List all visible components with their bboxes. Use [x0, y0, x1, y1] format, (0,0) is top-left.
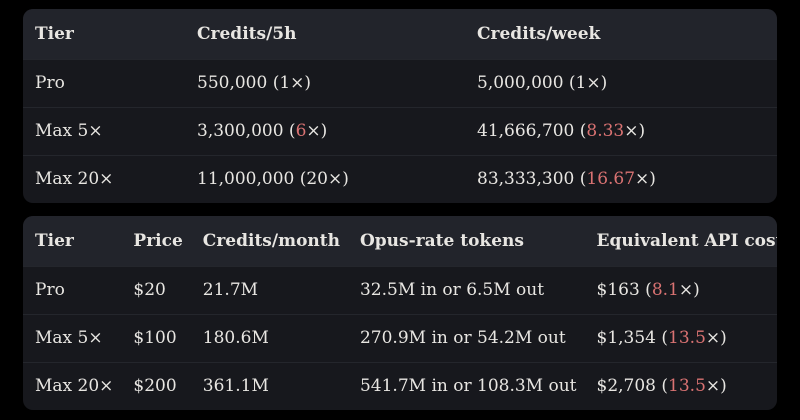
opus-tokens-cell: 541.7M in or 108.3M out	[347, 361, 585, 410]
multiplier-accent: 13.5	[668, 328, 706, 348]
credits-week-cell: 41,666,700 (8.33×)	[465, 106, 777, 155]
value-text: 550,000 (1×)	[197, 73, 312, 93]
tier-cell: Max 20×	[23, 361, 122, 410]
column-header-price: Price	[121, 216, 191, 266]
multiplier-accent: 8.33	[586, 121, 625, 141]
value-text: ×)	[624, 121, 646, 141]
value-text: ×)	[306, 121, 328, 141]
table-header-row: Tier Price Credits/month Opus-rate token…	[23, 216, 777, 266]
value-comparison-card: Tier Price Credits/month Opus-rate token…	[23, 216, 777, 410]
value-text: ×)	[705, 328, 727, 348]
table-row: Max 5× $100 180.6M 270.9M in or 54.2M ou…	[23, 313, 777, 362]
credits-5h-cell: 550,000 (1×)	[185, 58, 465, 107]
credits-month-cell: 180.6M	[190, 313, 348, 362]
credits-week-cell: 83,333,300 (16.67×)	[465, 154, 777, 203]
tier-cell: Max 5×	[23, 106, 185, 155]
credits-limits-table: Tier Credits/5h Credits/week Pro 550,000…	[23, 9, 777, 203]
api-cost-cell: $163 (8.1×)	[584, 265, 777, 314]
table-row: Max 20× $200 361.1M 541.7M in or 108.3M …	[23, 361, 777, 410]
column-header-tier: Tier	[23, 9, 185, 59]
multiplier-accent: 8.1	[651, 280, 679, 300]
credits-limits-card: Tier Credits/5h Credits/week Pro 550,000…	[23, 9, 777, 203]
price-cell: $100	[121, 313, 191, 362]
tier-cell: Pro	[23, 58, 185, 107]
column-header-credits-5h: Credits/5h	[185, 9, 465, 59]
credits-5h-cell: 11,000,000 (20×)	[185, 154, 465, 203]
tier-cell: Max 5×	[23, 313, 122, 362]
column-header-credits-month: Credits/month	[190, 216, 348, 266]
api-cost-cell: $2,708 (13.5×)	[584, 361, 777, 410]
tier-cell: Pro	[23, 265, 122, 314]
table-row: Max 5× 3,300,000 (6×) 41,666,700 (8.33×)	[23, 106, 777, 155]
multiplier-accent: 16.67	[586, 169, 636, 190]
credits-5h-cell: 3,300,000 (6×)	[185, 106, 465, 155]
column-header-credits-week: Credits/week	[465, 9, 777, 59]
value-text: 11,000,000 (20×)	[197, 169, 349, 190]
value-text: ×)	[705, 376, 727, 397]
credits-week-cell: 5,000,000 (1×)	[465, 58, 777, 107]
value-text: 83,333,300 (	[477, 169, 587, 190]
opus-tokens-cell: 270.9M in or 54.2M out	[347, 313, 585, 362]
multiplier-accent: 6	[295, 121, 307, 141]
value-text: $163 (	[596, 280, 652, 300]
table-row: Pro $20 21.7M 32.5M in or 6.5M out $163 …	[23, 265, 777, 314]
table-header-row: Tier Credits/5h Credits/week	[23, 9, 777, 59]
price-cell: $200	[121, 361, 191, 410]
tier-cell: Max 20×	[23, 154, 185, 203]
value-text: 3,300,000 (	[197, 121, 296, 141]
value-text: ×)	[678, 280, 700, 300]
api-cost-cell: $1,354 (13.5×)	[584, 313, 777, 362]
column-header-tier: Tier	[23, 216, 122, 266]
column-header-opus-tokens: Opus-rate tokens	[347, 216, 585, 266]
value-text: ×)	[635, 169, 656, 190]
value-text: 41,666,700 (	[477, 121, 587, 141]
value-text: $1,354 (	[596, 328, 669, 348]
table-row: Pro 550,000 (1×) 5,000,000 (1×)	[23, 58, 777, 107]
value-text: 5,000,000 (1×)	[477, 73, 608, 93]
multiplier-accent: 13.5	[668, 376, 706, 397]
column-header-api-cost: Equivalent API cost	[584, 216, 777, 266]
credits-month-cell: 361.1M	[190, 361, 348, 410]
credits-month-cell: 21.7M	[190, 265, 348, 314]
value-comparison-table: Tier Price Credits/month Opus-rate token…	[23, 216, 777, 410]
opus-tokens-cell: 32.5M in or 6.5M out	[347, 265, 585, 314]
value-text: $2,708 (	[596, 376, 669, 397]
table-row: Max 20× 11,000,000 (20×) 83,333,300 (16.…	[23, 154, 777, 203]
price-cell: $20	[121, 265, 191, 314]
